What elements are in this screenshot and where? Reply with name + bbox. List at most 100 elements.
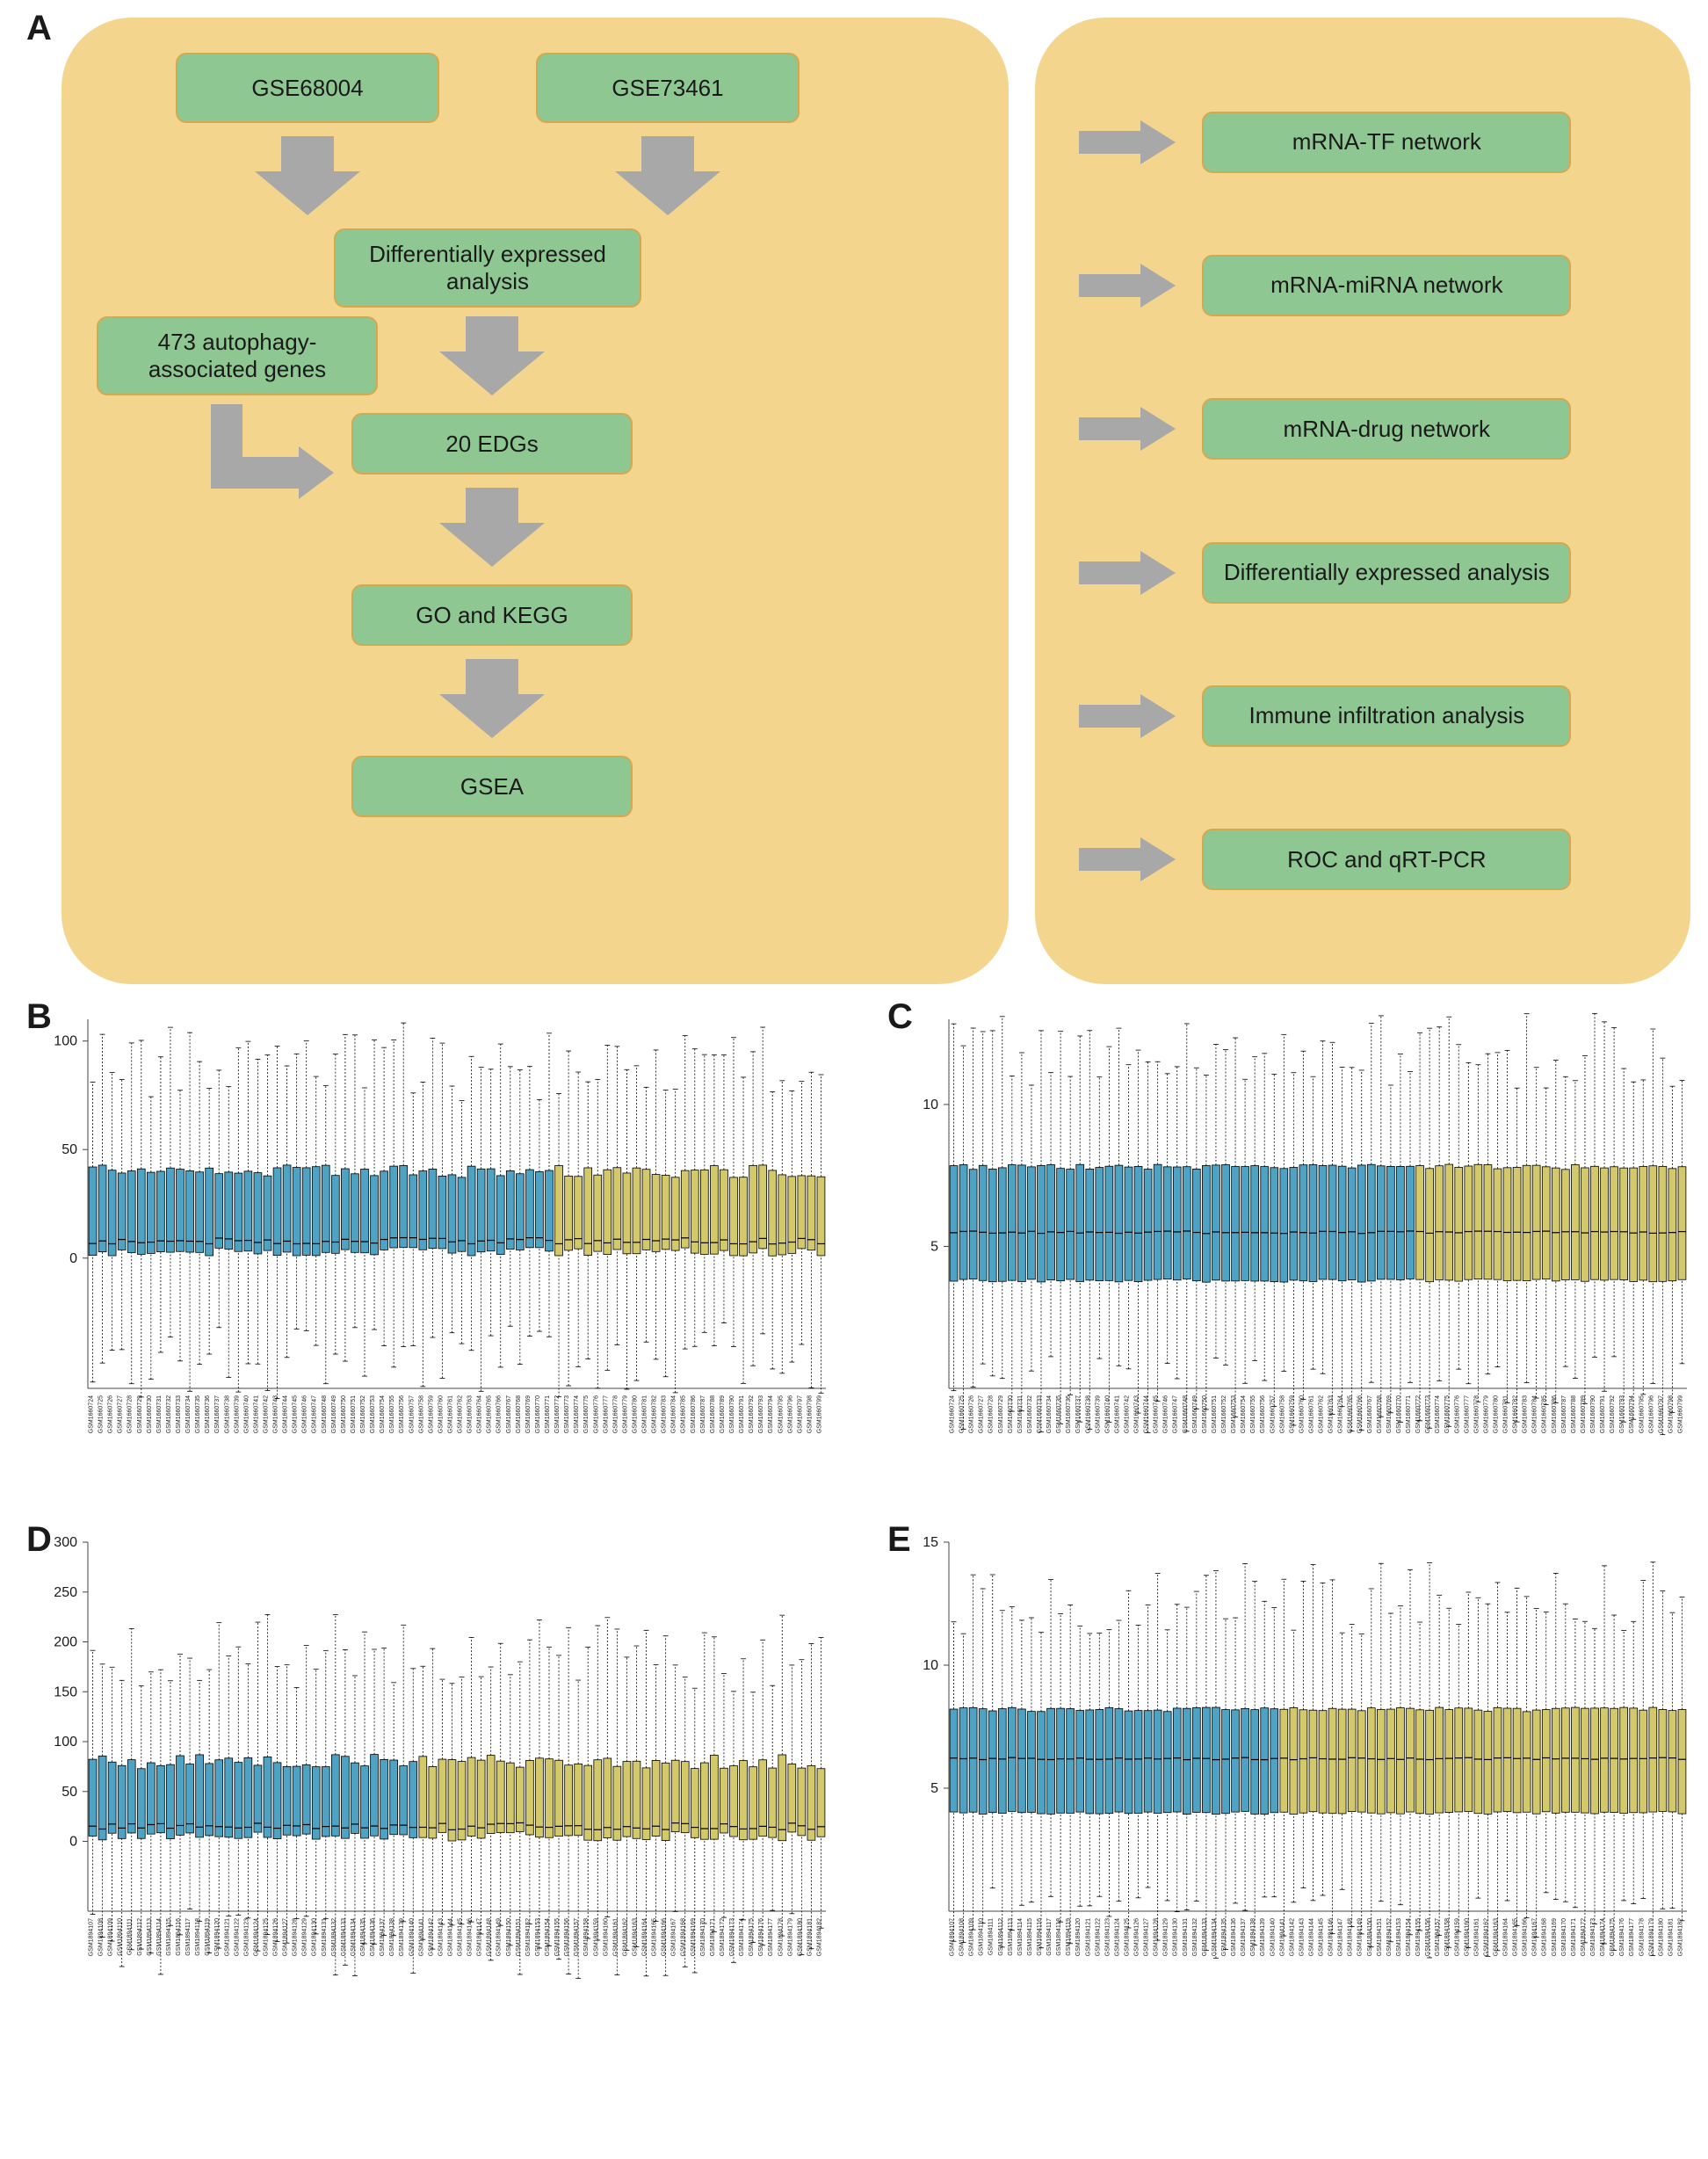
svg-text:GSM1660784: GSM1660784 bbox=[1532, 1395, 1538, 1433]
svg-text:GSM1894108: GSM1894108 bbox=[98, 1918, 105, 1956]
boxplot-panel-c: C510GSM1660724GSM1660725GSM1660726GSM166… bbox=[879, 1002, 1704, 1498]
svg-text:GSM1894160: GSM1894160 bbox=[1464, 1918, 1470, 1956]
panel-label-e: E bbox=[887, 1520, 911, 1560]
svg-text:GSM1894136: GSM1894136 bbox=[1231, 1918, 1237, 1956]
svg-text:GSM1894155: GSM1894155 bbox=[1415, 1918, 1422, 1956]
svg-text:GSM1894178: GSM1894178 bbox=[1639, 1918, 1645, 1956]
svg-text:GSM1660774: GSM1660774 bbox=[1435, 1395, 1441, 1433]
svg-text:GSM1660799: GSM1660799 bbox=[1677, 1395, 1683, 1433]
svg-text:GSM1660728: GSM1660728 bbox=[127, 1395, 134, 1433]
svg-text:GSM1660744: GSM1660744 bbox=[283, 1395, 289, 1433]
svg-text:GSM1894176: GSM1894176 bbox=[758, 1918, 764, 1956]
svg-text:250: 250 bbox=[54, 1585, 77, 1600]
svg-text:GSM1894121: GSM1894121 bbox=[1085, 1918, 1091, 1956]
svg-text:GSM1894123: GSM1894123 bbox=[243, 1918, 250, 1956]
svg-text:GSM1660779: GSM1660779 bbox=[1483, 1395, 1489, 1433]
arrow-down-icon bbox=[615, 136, 720, 215]
svg-text:GSM1894127: GSM1894127 bbox=[1144, 1918, 1150, 1956]
svg-text:GSM1894175: GSM1894175 bbox=[749, 1918, 755, 1956]
arrow-right-icon bbox=[1079, 694, 1176, 738]
panel-label-c: C bbox=[887, 997, 913, 1037]
svg-text:GSM1894124: GSM1894124 bbox=[1114, 1918, 1120, 1956]
svg-text:GSM1894125: GSM1894125 bbox=[1124, 1918, 1130, 1956]
svg-text:GSM1894180: GSM1894180 bbox=[1658, 1918, 1664, 1956]
svg-text:GSM1660743: GSM1660743 bbox=[1134, 1395, 1140, 1433]
svg-text:GSM1660773: GSM1660773 bbox=[1425, 1395, 1431, 1433]
svg-text:10: 10 bbox=[923, 1658, 938, 1673]
elbow-arrow-icon bbox=[211, 404, 334, 492]
svg-text:GSM1894173: GSM1894173 bbox=[729, 1918, 735, 1956]
svg-text:GSM1660782: GSM1660782 bbox=[1513, 1395, 1519, 1433]
svg-text:GSM1660772: GSM1660772 bbox=[1415, 1395, 1422, 1433]
svg-text:GSM1894143: GSM1894143 bbox=[438, 1918, 444, 1956]
svg-text:GSM1660742: GSM1660742 bbox=[263, 1395, 269, 1433]
svg-text:GSM1660737: GSM1660737 bbox=[214, 1395, 221, 1433]
svg-text:GSM1660769: GSM1660769 bbox=[1386, 1395, 1393, 1433]
svg-text:GSM1660729: GSM1660729 bbox=[137, 1395, 143, 1433]
svg-text:GSM1894145: GSM1894145 bbox=[458, 1918, 464, 1956]
svg-text:GSM1660796: GSM1660796 bbox=[1648, 1395, 1654, 1433]
svg-text:GSM1894156: GSM1894156 bbox=[1425, 1918, 1431, 1956]
svg-text:GSM1660763: GSM1660763 bbox=[1328, 1395, 1335, 1433]
svg-text:GSM1894179: GSM1894179 bbox=[1648, 1918, 1654, 1956]
svg-text:GSM1660726: GSM1660726 bbox=[969, 1395, 975, 1433]
svg-text:GSM1660776: GSM1660776 bbox=[1454, 1395, 1460, 1433]
svg-text:GSM1660771: GSM1660771 bbox=[545, 1395, 551, 1433]
svg-text:GSM1894133: GSM1894133 bbox=[341, 1918, 347, 1956]
svg-text:GSM1894119: GSM1894119 bbox=[205, 1918, 211, 1956]
svg-text:GSM1894135: GSM1894135 bbox=[1221, 1918, 1227, 1956]
svg-text:50: 50 bbox=[62, 1142, 77, 1157]
svg-text:GSM1660756: GSM1660756 bbox=[399, 1395, 405, 1433]
svg-text:GSM1894131: GSM1894131 bbox=[1183, 1918, 1189, 1956]
svg-text:0: 0 bbox=[69, 1835, 77, 1850]
arrow-right-icon bbox=[1079, 551, 1176, 595]
svg-text:GSM1660755: GSM1660755 bbox=[389, 1395, 395, 1433]
svg-text:GSM1660775: GSM1660775 bbox=[1444, 1395, 1451, 1433]
flowchart-right-item: mRNA-drug network bbox=[1079, 398, 1646, 460]
svg-text:GSM1660739: GSM1660739 bbox=[1095, 1395, 1101, 1433]
svg-text:GSM1660796: GSM1660796 bbox=[787, 1395, 793, 1433]
svg-text:GSM1660749: GSM1660749 bbox=[331, 1395, 337, 1433]
svg-text:GSM1894120: GSM1894120 bbox=[1075, 1918, 1082, 1956]
svg-text:GSM1660731: GSM1660731 bbox=[1017, 1395, 1024, 1433]
svg-text:GSM1660770: GSM1660770 bbox=[535, 1395, 541, 1433]
svg-text:GSM1894158: GSM1894158 bbox=[583, 1918, 590, 1956]
svg-text:GSM1660792: GSM1660792 bbox=[749, 1395, 755, 1433]
svg-text:GSM1660794: GSM1660794 bbox=[768, 1395, 774, 1433]
svg-text:GSM1660730: GSM1660730 bbox=[147, 1395, 153, 1433]
svg-text:GSM1660769: GSM1660769 bbox=[525, 1395, 532, 1433]
svg-text:GSM1660775: GSM1660775 bbox=[583, 1395, 590, 1433]
svg-text:GSM1894111: GSM1894111 bbox=[988, 1918, 995, 1955]
svg-text:GSM1660798: GSM1660798 bbox=[1668, 1395, 1674, 1433]
svg-text:GSM1894181: GSM1894181 bbox=[1668, 1918, 1674, 1956]
svg-text:GSM1894137: GSM1894137 bbox=[1241, 1918, 1247, 1956]
svg-text:GSM1894163: GSM1894163 bbox=[632, 1918, 638, 1956]
svg-text:GSM1660753: GSM1660753 bbox=[1231, 1395, 1237, 1433]
svg-text:GSM1894115: GSM1894115 bbox=[166, 1918, 172, 1956]
svg-text:GSM1894148: GSM1894148 bbox=[1348, 1918, 1354, 1956]
svg-text:GSM1894109: GSM1894109 bbox=[969, 1918, 975, 1956]
svg-text:GSM1660753: GSM1660753 bbox=[370, 1395, 376, 1433]
svg-text:GSM1660765: GSM1660765 bbox=[487, 1395, 493, 1433]
svg-text:GSM1660738: GSM1660738 bbox=[1085, 1395, 1091, 1433]
svg-text:GSM1894117: GSM1894117 bbox=[1046, 1918, 1053, 1956]
svg-text:GSM1660735: GSM1660735 bbox=[1056, 1395, 1062, 1433]
svg-text:GSM1894110: GSM1894110 bbox=[979, 1918, 985, 1956]
svg-text:GSM1660785: GSM1660785 bbox=[681, 1395, 687, 1433]
svg-text:GSM1894107: GSM1894107 bbox=[950, 1918, 956, 1956]
svg-text:GSM1894125: GSM1894125 bbox=[263, 1918, 269, 1956]
svg-text:GSM1894181: GSM1894181 bbox=[807, 1918, 813, 1956]
boxplot-svg: 050100150200250300GSM1894107GSM1894108GS… bbox=[35, 1525, 843, 2021]
svg-text:GSM1894142: GSM1894142 bbox=[1289, 1918, 1295, 1956]
svg-text:GSM1660734: GSM1660734 bbox=[185, 1395, 192, 1433]
panel-label-d: D bbox=[26, 1520, 52, 1560]
svg-text:GSM1894126: GSM1894126 bbox=[1134, 1918, 1140, 1956]
svg-text:GSM1660736: GSM1660736 bbox=[1066, 1395, 1072, 1433]
svg-text:GSM1660737: GSM1660737 bbox=[1075, 1395, 1082, 1433]
svg-text:GSM1894174: GSM1894174 bbox=[739, 1918, 745, 1956]
svg-text:GSM1660727: GSM1660727 bbox=[979, 1395, 985, 1433]
node-gse1: GSE68004 bbox=[176, 53, 439, 123]
svg-text:GSM1660764: GSM1660764 bbox=[477, 1395, 483, 1433]
svg-text:GSM1660791: GSM1660791 bbox=[1600, 1395, 1606, 1433]
svg-text:GSM1894172: GSM1894172 bbox=[1581, 1918, 1587, 1956]
